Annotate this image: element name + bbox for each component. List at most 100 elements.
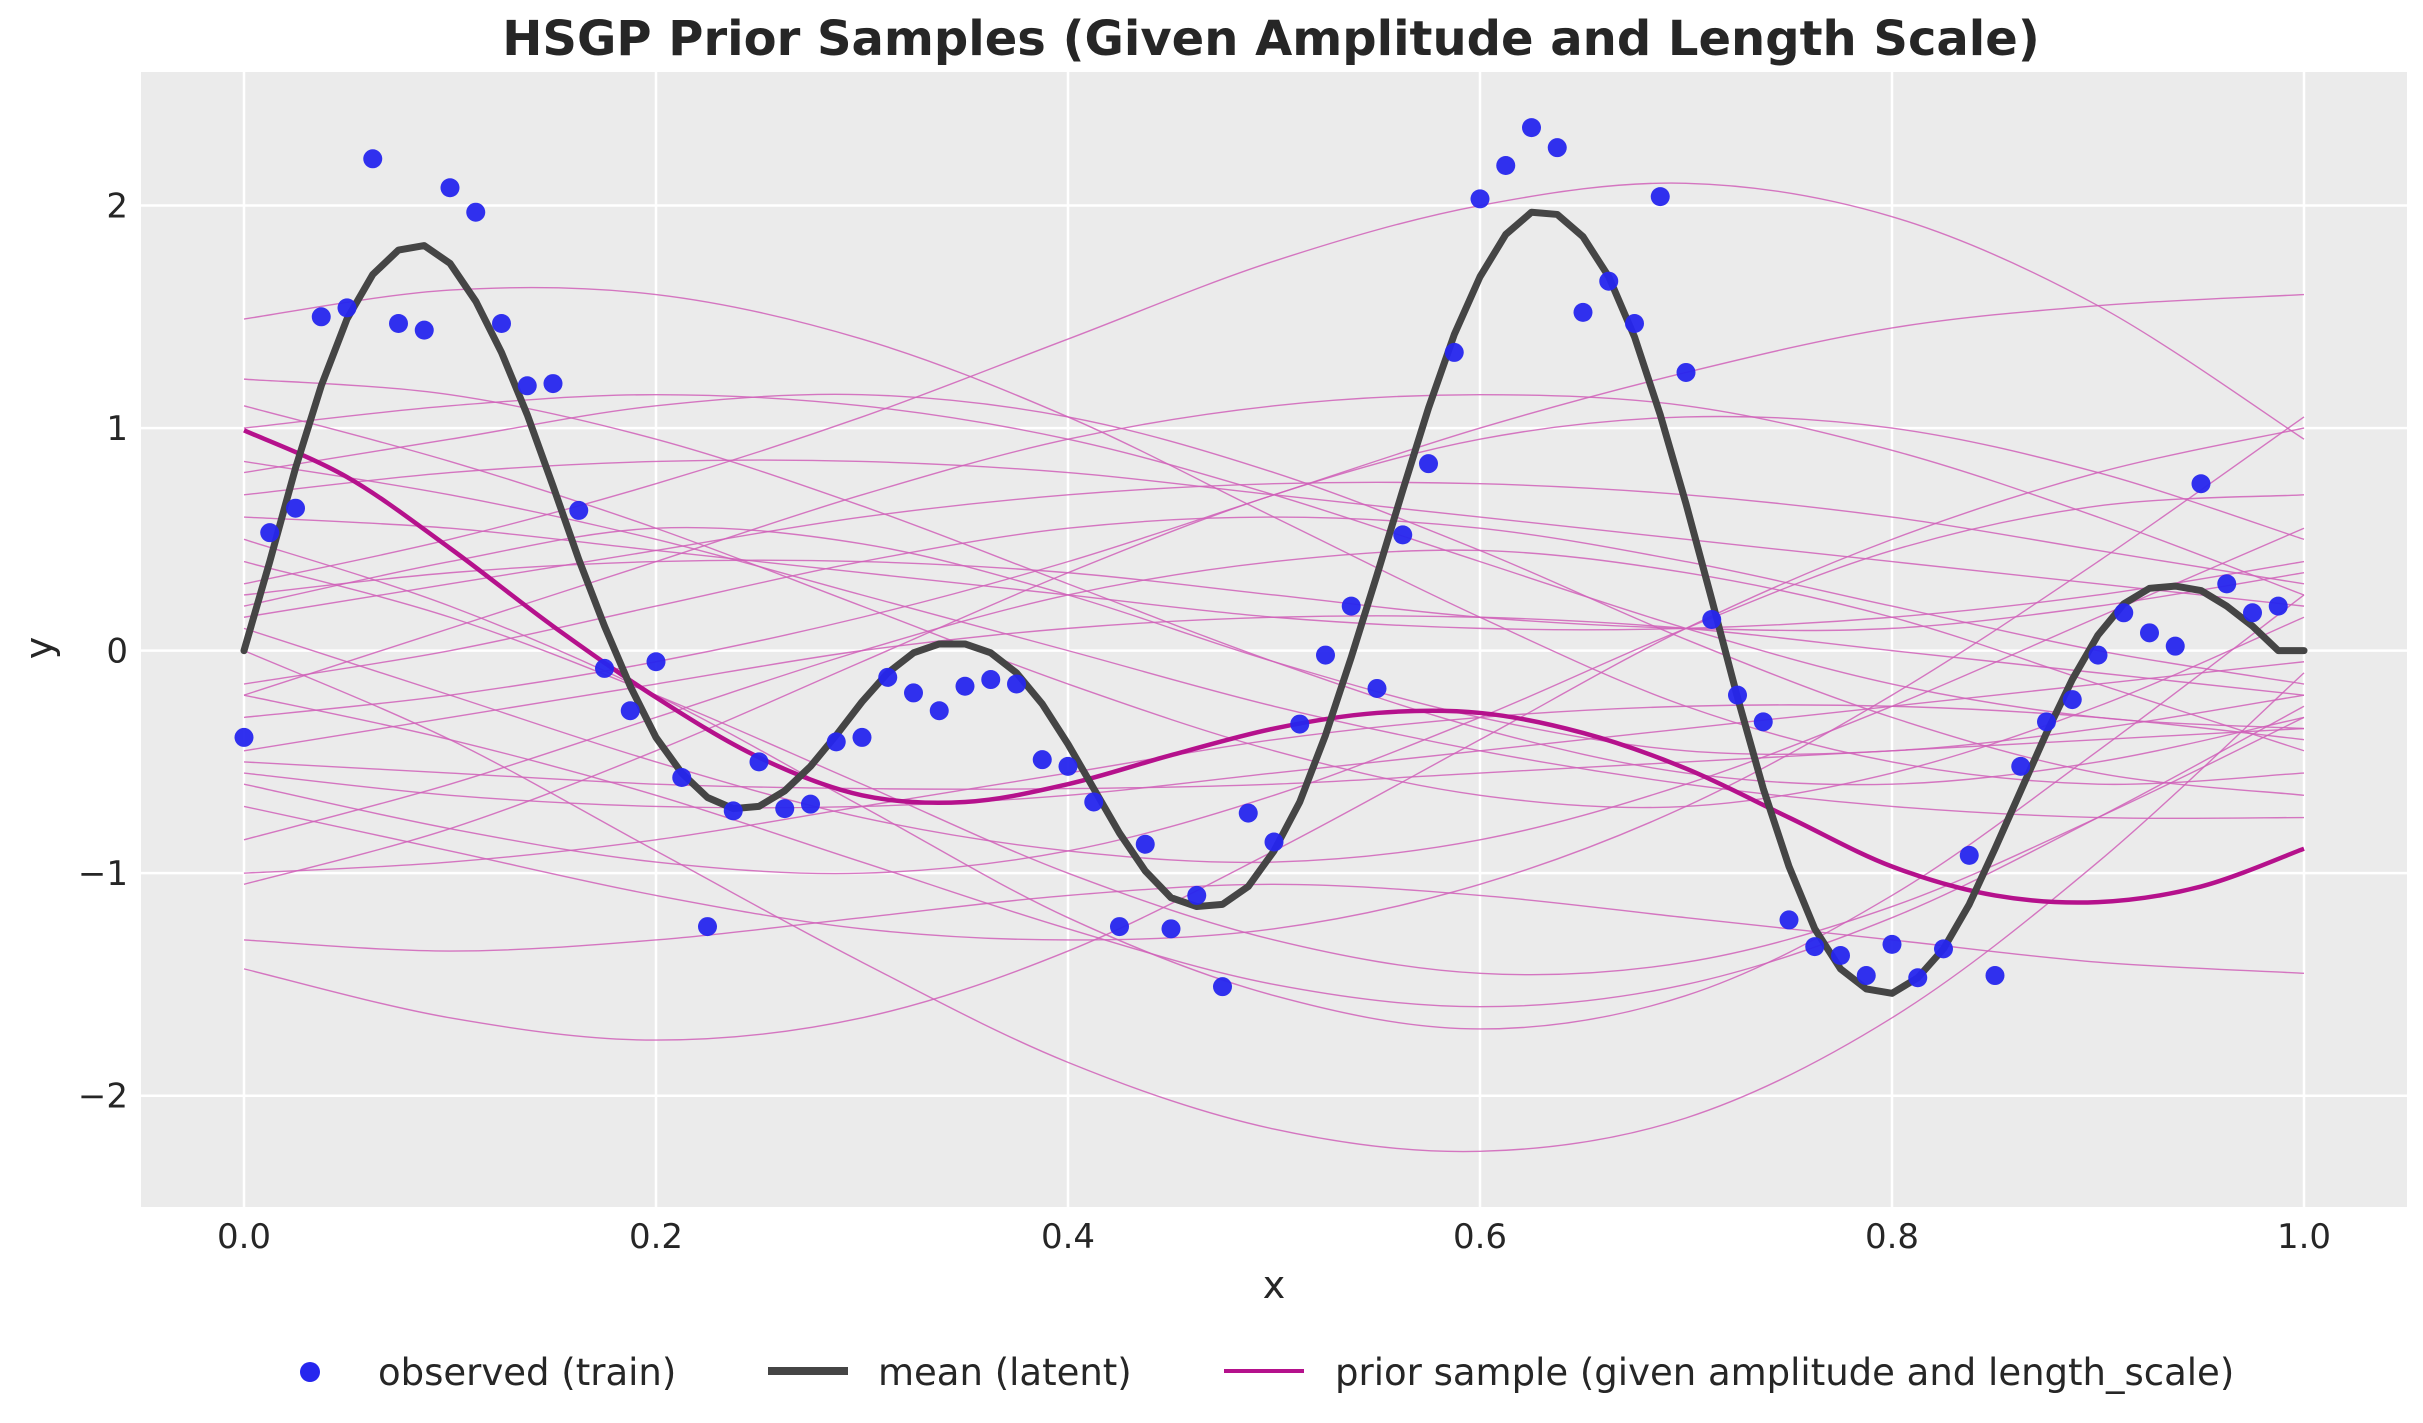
y-axis-label: y (17, 637, 61, 660)
observed-point (749, 752, 769, 772)
observed-point (852, 727, 872, 747)
prior-sample-line-thin (243, 481, 2305, 618)
grid-lines (141, 72, 2407, 1207)
observed-point (1470, 189, 1490, 209)
observed-point (1599, 271, 1619, 291)
observed-point (1007, 674, 1026, 694)
prior-sample-line-thin (243, 704, 2305, 874)
observed-point (1934, 939, 1953, 959)
observed-point (1856, 966, 1876, 986)
observed-point (801, 794, 820, 814)
observed-point (1084, 792, 1104, 812)
y-tick-labels: −2 −1 0 1 2 (78, 187, 128, 1117)
observed-point (1702, 609, 1722, 629)
observed-point (286, 498, 305, 518)
x-tick-label: 0.0 (217, 1217, 271, 1257)
plot-area (141, 72, 2407, 1207)
y-tick-label: 2 (106, 187, 128, 227)
prior-sample-line-thin (243, 727, 2305, 790)
observed-point (1213, 977, 1232, 997)
observed-point (543, 374, 563, 394)
legend-label-mean: mean (latent) (878, 1351, 1132, 1394)
observed-point (2114, 603, 2134, 623)
observed-point (1753, 712, 1773, 732)
observed-point (1135, 834, 1155, 854)
observed-point (2140, 623, 2159, 643)
prior-sample-line-thin (243, 393, 2305, 696)
legend: observed (train) mean (latent) prior sam… (300, 1351, 2234, 1394)
prior-sample-line-thin (243, 527, 2305, 864)
observed-point (878, 667, 898, 687)
observed-point (1908, 968, 1928, 988)
observed-point (2088, 645, 2108, 665)
observed-point (595, 658, 614, 678)
observed-point (440, 178, 460, 198)
prior-sample-line-thin (243, 393, 2305, 796)
observed-point (1522, 118, 1541, 138)
observed-point (389, 313, 408, 333)
x-tick-label: 0.6 (1453, 1217, 1507, 1257)
x-axis-label: x (1263, 1263, 1286, 1307)
observed-point (672, 767, 692, 787)
observed-point (260, 523, 280, 543)
observed-point (1496, 155, 1516, 175)
observed-point (904, 683, 923, 703)
observed-point (1831, 946, 1850, 966)
prior-sample-line-thin (243, 549, 2305, 841)
observed-point (1058, 756, 1078, 776)
observed-point (492, 313, 511, 333)
observed-point (1444, 342, 1464, 362)
prior-sample-line-thin (243, 460, 2305, 820)
observed-point (981, 670, 1001, 690)
observed-point (1985, 966, 2005, 986)
observed-point (1161, 919, 1181, 939)
observed-point (775, 799, 795, 819)
observed-point (1419, 454, 1438, 474)
observed-point (2037, 712, 2056, 732)
observed-point (723, 801, 743, 821)
observed-point (414, 320, 434, 340)
prior-sample-line-thin (243, 559, 2305, 632)
prior-sample-line-thin (243, 182, 2305, 585)
prior-sample-line-thin (243, 416, 2305, 941)
prior-sample-line-thin (243, 405, 2305, 809)
observed-point (1650, 187, 1670, 207)
observed-point (1882, 934, 1902, 954)
x-tick-label: 0.8 (1865, 1217, 1919, 1257)
observed-point (955, 676, 975, 696)
observed-point (1547, 138, 1567, 158)
observed-point (2217, 574, 2237, 594)
prior-sample-line (243, 428, 2305, 905)
observed-point (363, 149, 383, 169)
chart-title: HSGP Prior Samples (Given Amplitude and … (502, 11, 2040, 67)
observed-point (929, 701, 949, 721)
observed-point (466, 202, 486, 222)
observed-point (569, 500, 589, 520)
y-tick-label: 1 (106, 409, 128, 449)
observed-point (1728, 685, 1747, 705)
observed-point (2011, 756, 2031, 776)
observed-point (620, 701, 640, 721)
observed-points (234, 118, 2288, 997)
observed-point (1805, 937, 1825, 957)
y-tick-label: −2 (78, 1077, 128, 1117)
observed-point (1367, 678, 1387, 698)
observed-point (1393, 525, 1413, 545)
observed-point (646, 652, 666, 672)
prior-sample-line-thin (243, 378, 2305, 786)
observed-point (1676, 362, 1696, 382)
observed-point (311, 307, 331, 327)
prior-sample-line-thin (243, 516, 2305, 685)
y-tick-label: 0 (106, 632, 128, 672)
prior-sample-line-thin (243, 560, 2305, 976)
prior-sample-line-thin (243, 293, 2305, 719)
legend-label-observed: observed (train) (378, 1351, 676, 1394)
observed-point (1264, 832, 1284, 852)
observed-point (2062, 690, 2082, 710)
observed-point (826, 732, 846, 752)
observed-point (1316, 645, 1335, 665)
observed-point (234, 727, 254, 747)
observed-point (1779, 910, 1799, 930)
observed-point (1959, 845, 1979, 865)
